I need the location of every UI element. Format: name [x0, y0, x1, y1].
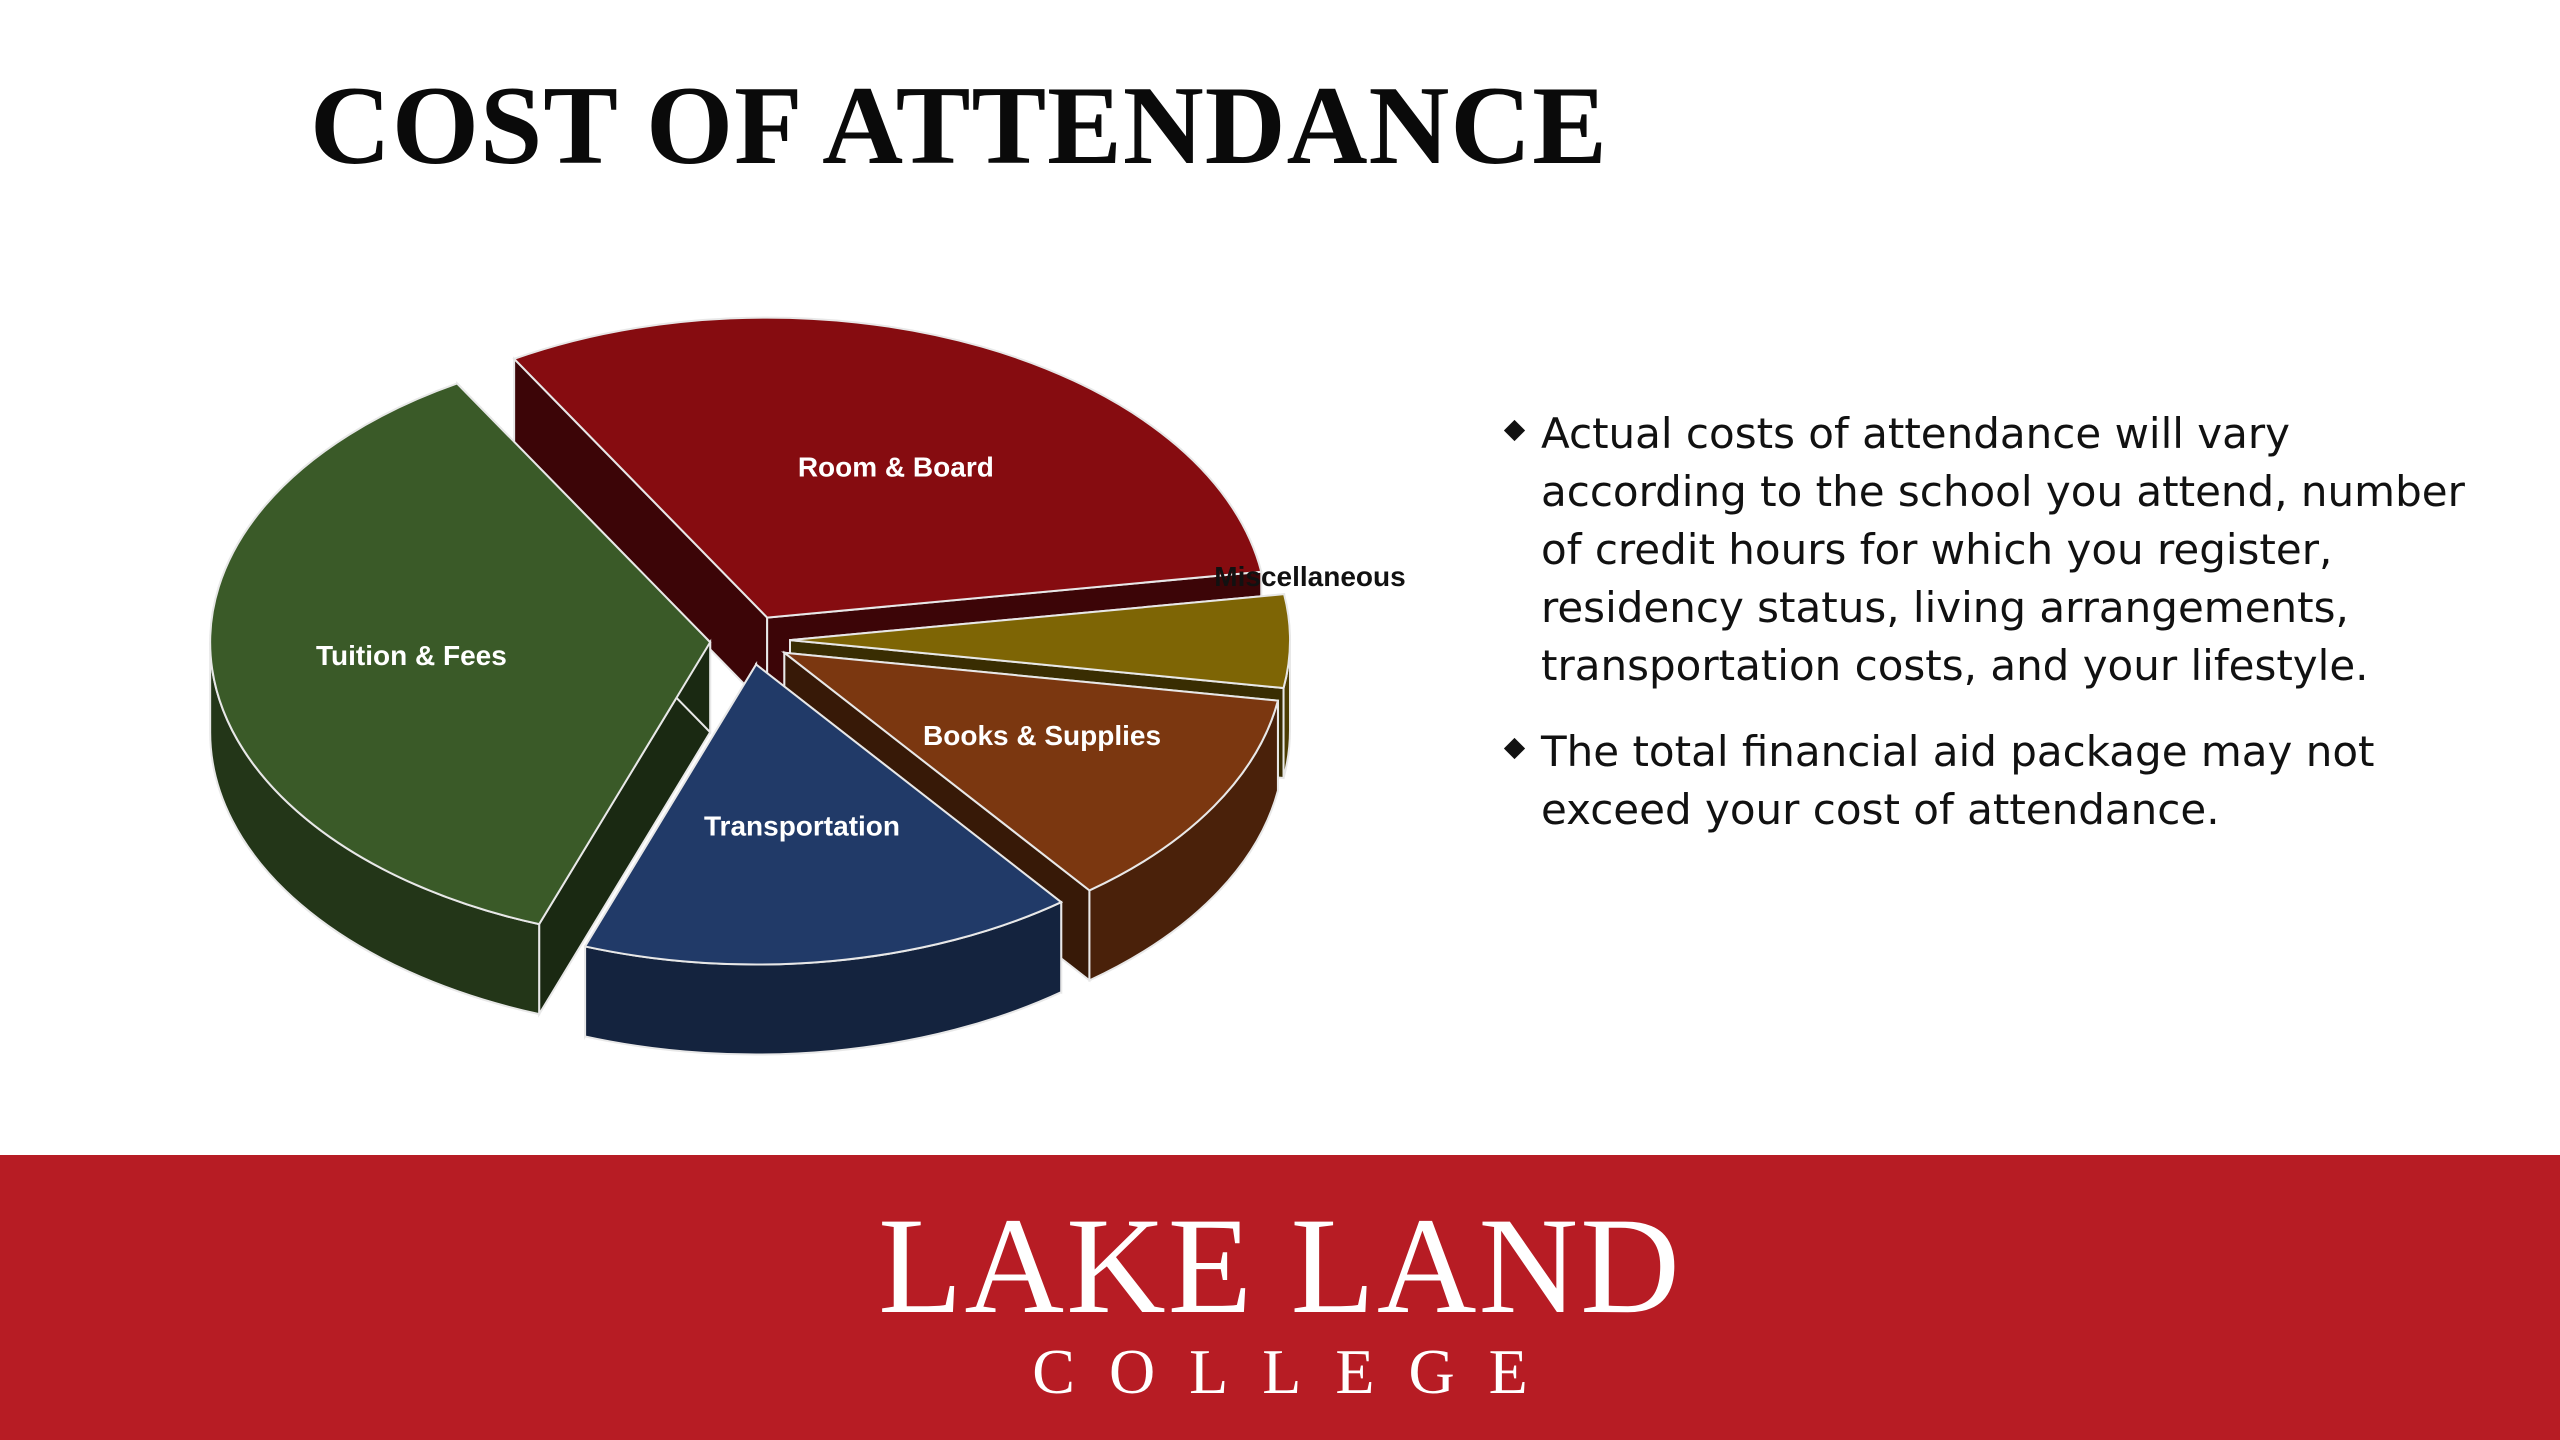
pie-slice	[583, 660, 1064, 1056]
slide-title: COST OF ATTENDANCE	[310, 64, 1608, 188]
diamond-bullet-icon	[1503, 737, 1526, 760]
bullet-list: Actual costs of attendance will vary acc…	[1503, 405, 2505, 867]
bullet-text: Actual costs of attendance will vary acc…	[1541, 409, 2465, 690]
pie-slice	[209, 381, 712, 1018]
pie-slice-label: Miscellaneous	[1214, 561, 1405, 592]
pie-slice-label: Books & Supplies	[923, 720, 1161, 751]
pie-slice-label: Transportation	[704, 811, 900, 842]
pie-slice-top	[583, 663, 1064, 966]
logo-subtitle: COLLEGE	[1032, 1336, 1562, 1407]
pie-chart: Tuition & Fees Room & Board Miscellaneous B…	[100, 280, 1420, 1100]
pie-slice-top	[512, 316, 1263, 619]
bullet-item: The total financial aid package may not …	[1503, 723, 2505, 839]
diamond-bullet-icon	[1503, 419, 1526, 442]
pie-slice-top	[789, 593, 1291, 690]
pie-slice-top	[781, 651, 1280, 892]
college-logo: LAKE LAND COLLEGE	[0, 1155, 2560, 1440]
pie-slice-top	[209, 382, 712, 926]
pie-chart-svg: Tuition & Fees Room & Board Miscellaneous B…	[209, 316, 1406, 1056]
bullet-text: The total financial aid package may not …	[1541, 727, 2375, 834]
logo-wordmark: LAKE LAND	[878, 1189, 1682, 1342]
pie-slice-label: Tuition & Fees	[316, 640, 507, 671]
bullet-item: Actual costs of attendance will vary acc…	[1503, 405, 2505, 695]
pie-slice-label: Room & Board	[798, 452, 994, 483]
footer-bar: LAKE LAND COLLEGE	[0, 1155, 2560, 1440]
